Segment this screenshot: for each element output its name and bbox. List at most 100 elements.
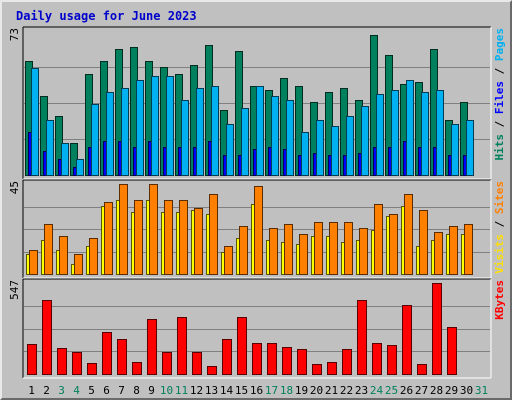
bar-kbytes-day-29	[447, 327, 457, 375]
bar-kbytes-day-24	[372, 343, 382, 375]
bar-kbytes-day-27	[417, 364, 427, 375]
bar-pages-day-1	[31, 68, 39, 176]
bar-kbytes-day-17	[267, 343, 277, 375]
bar-sites-day-8	[134, 200, 143, 275]
day-label-26: 26	[400, 384, 413, 397]
bar-pages-day-16	[256, 86, 264, 176]
bar-pages-day-3	[61, 143, 69, 176]
bar-kbytes-day-6	[102, 332, 112, 375]
day-label-3: 3	[58, 384, 65, 397]
bar-pages-day-15	[241, 108, 249, 176]
day-label-9: 9	[148, 384, 155, 397]
bar-sites-day-22	[344, 222, 353, 275]
bar-pages-day-6	[106, 92, 114, 176]
chart-title: Daily usage for June 2023	[16, 9, 197, 23]
panel-kbytes: 547 KBytes	[8, 278, 506, 379]
bar-kbytes-day-11	[177, 317, 187, 375]
bar-sites-day-6	[104, 202, 113, 275]
day-label-16: 16	[250, 384, 263, 397]
bar-kbytes-day-26	[402, 305, 412, 375]
bar-kbytes-day-28	[432, 283, 442, 375]
bar-pages-day-20	[316, 120, 324, 176]
bar-pages-day-7	[121, 88, 129, 176]
bar-kbytes-day-5	[87, 363, 97, 375]
bar-sites-day-26	[404, 194, 413, 275]
bar-pages-day-21	[331, 126, 339, 176]
bar-kbytes-day-19	[297, 349, 307, 375]
bar-kbytes-day-2	[42, 300, 52, 375]
day-label-10: 10	[160, 384, 173, 397]
series-axis-label: Visits / Sites	[493, 181, 506, 274]
bar-sites-day-10	[164, 200, 173, 275]
bar-kbytes-day-25	[387, 345, 397, 375]
bar-kbytes-day-9	[147, 319, 157, 375]
bar-sites-day-11	[179, 200, 188, 275]
bar-pages-day-11	[181, 100, 189, 176]
bar-kbytes-day-10	[162, 352, 172, 375]
bar-sites-day-18	[284, 224, 293, 275]
day-label-21: 21	[325, 384, 338, 397]
bar-sites-day-3	[59, 236, 68, 275]
bar-sites-day-21	[329, 222, 338, 275]
day-label-14: 14	[220, 384, 234, 397]
bar-kbytes-day-3	[57, 348, 67, 375]
bar-sites-day-2	[44, 224, 53, 275]
bar-pages-day-8	[136, 80, 144, 176]
day-label-19: 19	[295, 384, 308, 397]
day-label-15: 15	[235, 384, 248, 397]
bar-pages-day-5	[91, 104, 99, 176]
series-axis-label-part: Pages	[493, 28, 506, 61]
day-label-28: 28	[430, 384, 443, 397]
series-axis-label-part: /	[493, 61, 506, 81]
bar-sites-day-30	[464, 224, 473, 275]
panel-visits-sites: 45 Visits / Sites	[8, 179, 506, 279]
day-label-6: 6	[103, 384, 110, 397]
day-label-29: 29	[445, 384, 458, 397]
day-label-17: 17	[265, 384, 278, 397]
bar-pages-day-13	[211, 86, 219, 176]
series-axis-label: KBytes	[493, 280, 506, 320]
bar-pages-day-30	[466, 120, 474, 176]
bar-kbytes-day-14	[222, 339, 232, 375]
bar-sites-day-7	[119, 184, 128, 275]
day-label-20: 20	[310, 384, 323, 397]
bar-sites-day-24	[374, 204, 383, 275]
day-label-31: 31	[475, 384, 488, 397]
y-max-label: 73	[8, 28, 21, 41]
day-label-18: 18	[280, 384, 293, 397]
bar-sites-day-19	[299, 234, 308, 275]
bar-pages-day-9	[151, 76, 159, 176]
bar-sites-day-4	[74, 254, 83, 275]
bar-kbytes-day-4	[72, 352, 82, 375]
bar-pages-day-29	[451, 124, 459, 176]
bar-sites-day-25	[389, 214, 398, 275]
bar-sites-day-17	[269, 228, 278, 275]
series-axis-label-part: Visits	[493, 234, 506, 274]
bar-kbytes-day-12	[192, 352, 202, 375]
bar-sites-day-28	[434, 232, 443, 275]
day-label-22: 22	[340, 384, 353, 397]
series-axis-label-part: /	[493, 214, 506, 234]
bar-pages-day-22	[346, 116, 354, 176]
bar-kbytes-day-15	[237, 317, 247, 375]
bar-kbytes-day-7	[117, 339, 127, 375]
day-label-8: 8	[133, 384, 140, 397]
bar-kbytes-day-21	[327, 362, 337, 375]
day-label-27: 27	[415, 384, 428, 397]
day-label-1: 1	[28, 384, 35, 397]
day-label-12: 12	[190, 384, 203, 397]
bar-kbytes-day-18	[282, 347, 292, 375]
bar-sites-day-14	[224, 246, 233, 275]
bar-sites-day-23	[359, 228, 368, 275]
bar-pages-day-2	[46, 120, 54, 176]
bar-kbytes-day-13	[207, 366, 217, 375]
bar-sites-day-1	[29, 250, 38, 275]
day-label-5: 5	[88, 384, 95, 397]
bar-sites-day-20	[314, 222, 323, 275]
series-axis-label-part: /	[493, 114, 506, 134]
panel-hits-files-pages: 73 Hits / Files / Pages	[8, 26, 506, 180]
bar-sites-day-27	[419, 210, 428, 275]
bar-pages-day-24	[376, 94, 384, 176]
bar-sites-day-12	[194, 208, 203, 275]
